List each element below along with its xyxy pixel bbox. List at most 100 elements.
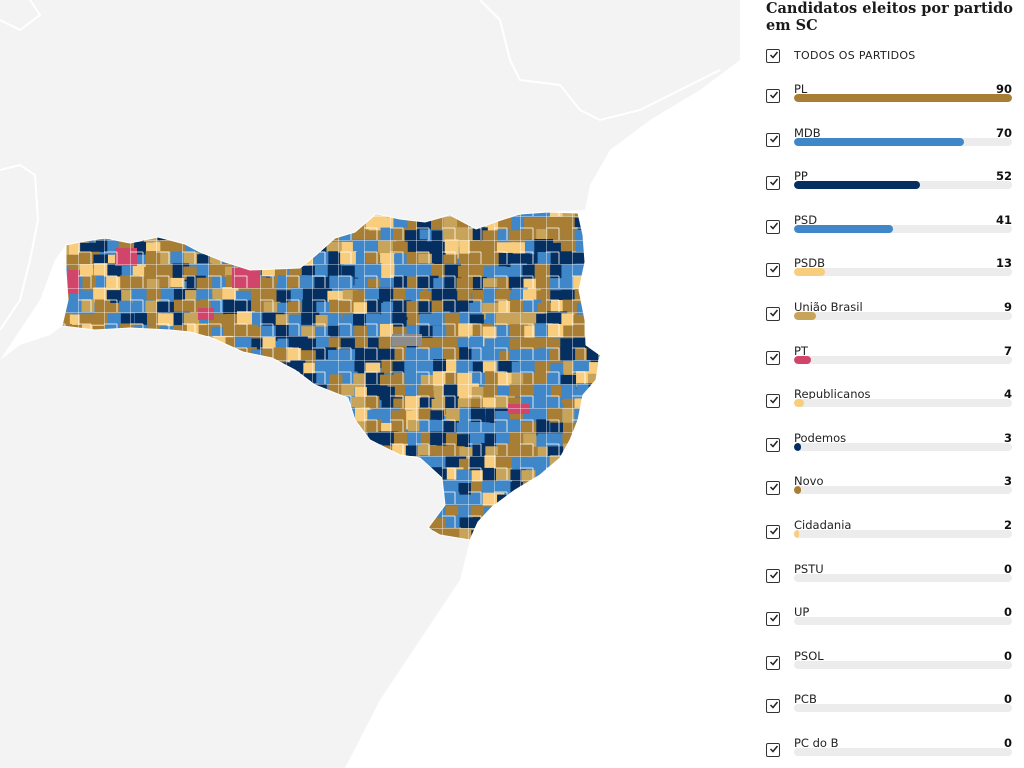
party-row[interactable]: PP 52 [766,169,1012,205]
party-name: Republicanos [794,387,871,402]
party-checkbox[interactable] [766,743,780,757]
party-bar-track [794,748,1012,756]
party-bar-track [794,442,1012,451]
party-name: PSD [794,212,818,227]
municipality [599,289,600,304]
party-checkbox[interactable] [766,219,780,234]
municipality [547,539,565,540]
party-row[interactable]: PT 7 [766,344,1012,380]
party-name: PSTU [794,561,824,576]
party-row[interactable]: UP 0 [766,605,1012,641]
municipality [521,491,536,506]
party-checkbox[interactable] [766,568,780,583]
municipality [601,265,622,279]
party-count: 13 [995,256,1012,271]
checkmark-icon [769,396,778,404]
party-row[interactable]: PSOL 0 [766,649,1012,685]
party-row[interactable]: PSDB 13 [766,256,1012,292]
all-parties-toggle[interactable]: TODOS OS PARTIDOS [766,47,1012,65]
municipality [574,434,590,451]
municipality [498,505,516,522]
party-bar-track [794,137,1012,146]
party-bar-fill [794,268,826,277]
municipality [600,445,617,463]
municipality [600,326,619,338]
municipality [600,313,613,326]
party-name: Podemos [794,430,847,445]
party-checkbox[interactable] [766,525,780,539]
party-checkbox[interactable] [766,612,780,627]
municipality [485,541,500,560]
party-row[interactable]: PSD 41 [766,213,1012,249]
checkmark-icon [769,614,778,622]
party-name: PL [794,82,808,96]
municipality [589,444,600,459]
municipality [599,395,600,409]
party-row[interactable]: Podemos 3 [766,431,1012,467]
party-checkbox[interactable] [766,481,780,496]
party-count: 0 [1003,605,1012,620]
party-bar-track [794,704,1012,713]
party-row[interactable]: Cidadania 2 [766,518,1012,554]
party-checkbox[interactable] [766,394,780,409]
party-row[interactable]: PC do B 0 [766,736,1012,768]
party-checkbox[interactable] [766,176,780,191]
state-border [0,163,40,331]
municipality [587,493,600,513]
party-checkbox[interactable] [766,437,780,452]
party-checkbox[interactable] [766,350,780,365]
municipality [575,470,595,483]
municipality [521,528,541,540]
party-checkbox[interactable] [766,307,780,321]
municipality [602,337,618,355]
all-parties-checkbox[interactable] [766,49,780,63]
checkmark-icon [769,571,778,579]
party-row[interactable]: União Brasil 9 [766,300,1012,336]
party-row[interactable]: Republicanos 4 [766,387,1012,423]
municipality [603,218,625,233]
sc-municipalities-map[interactable] [0,0,740,768]
municipality [588,505,600,526]
municipality [560,516,580,534]
party-count: 41 [995,212,1012,227]
party-checkbox[interactable] [766,655,780,670]
party-count: 2 [1003,518,1012,532]
party-name: Novo [794,474,824,489]
municipality [510,528,531,540]
party-checkbox[interactable] [766,89,780,103]
party-bar-fill [794,137,964,146]
municipality [535,539,553,540]
municipality [575,455,597,469]
party-row[interactable]: PL 90 [766,82,1012,118]
party-checkbox[interactable] [766,263,780,278]
municipality [599,359,600,379]
party-row[interactable]: PCB 0 [766,692,1012,728]
municipality [536,529,551,540]
municipality [537,517,561,538]
party-row[interactable]: PSTU 0 [766,562,1012,598]
all-parties-label: TODOS OS PARTIDOS [794,49,916,62]
party-count: 9 [1003,300,1012,314]
checkmark-icon [769,701,778,710]
map-area[interactable] [0,0,740,768]
checkmark-icon [769,265,778,274]
party-row[interactable]: Novo 3 [766,474,1012,510]
party-checkbox[interactable] [766,132,780,147]
municipality [547,493,569,509]
party-bar-fill [794,355,811,364]
municipality [483,529,501,540]
municipality [599,518,600,537]
party-bar-track [794,94,1012,102]
municipality [509,516,527,530]
party-count: 90 [995,82,1012,96]
party-count: 0 [1003,692,1012,707]
party-checkbox[interactable] [766,699,780,714]
municipality [588,323,600,339]
municipality [535,505,552,521]
municipality [602,204,624,221]
party-row[interactable]: MDB 70 [766,126,1012,162]
neighbor-land [0,0,740,360]
municipality [497,515,520,535]
municipality [549,481,568,499]
party-bar-fill [794,181,920,190]
